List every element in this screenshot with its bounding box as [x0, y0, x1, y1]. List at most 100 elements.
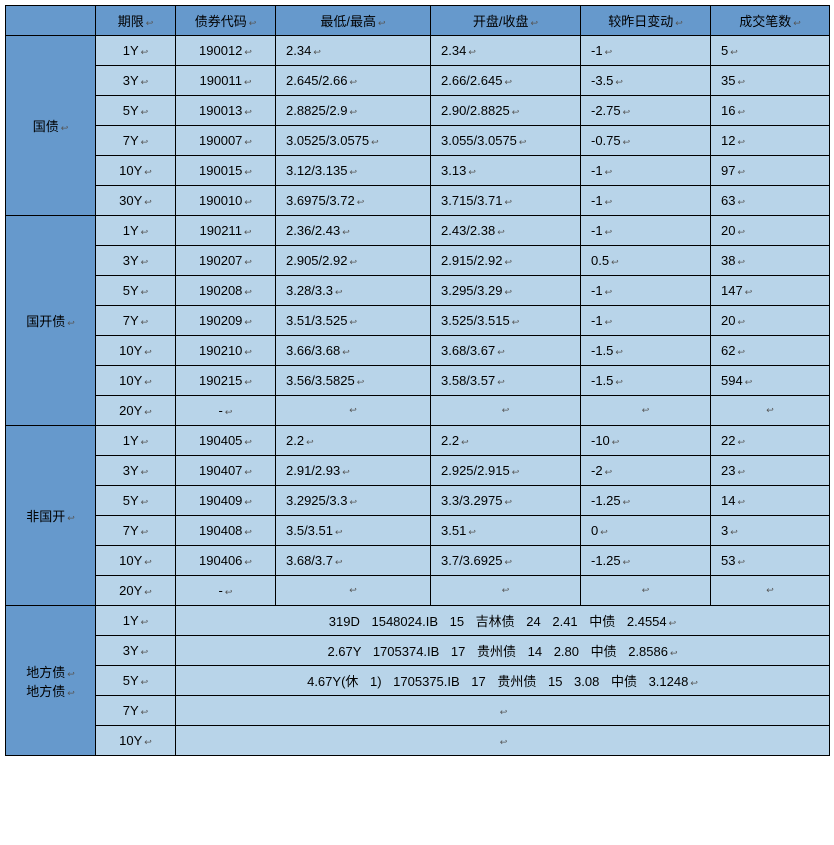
change-cell: -1↩ [581, 306, 711, 336]
term-cell: 10Y↩ [96, 336, 176, 366]
merged-info-cell: 319D 1548024.IB 15 吉林债 24 2.41 中债 2.4554… [176, 606, 830, 636]
change-cell: 0.5↩ [581, 246, 711, 276]
trades-cell: 22↩ [711, 426, 830, 456]
term-cell: 20Y↩ [96, 576, 176, 606]
header-cell: 最低/最高↩ [276, 6, 431, 36]
trades-cell: 147↩ [711, 276, 830, 306]
term-cell: 7Y↩ [96, 696, 176, 726]
open-close-cell: 3.295/3.29↩ [431, 276, 581, 306]
open-close-cell: 3.055/3.0575↩ [431, 126, 581, 156]
low-high-cell: 2.8825/2.9↩ [276, 96, 431, 126]
code-cell: 190015↩ [176, 156, 276, 186]
table-row: 5Y↩4.67Y(休 1) 1705375.IB 17 贵州债 15 3.08 … [6, 666, 830, 696]
trades-cell: 53↩ [711, 546, 830, 576]
table-row: 7Y↩190408↩3.5/3.51↩3.51↩0↩3↩ [6, 516, 830, 546]
term-cell: 30Y↩ [96, 186, 176, 216]
category-cell: 地方债↩地方债↩ [6, 606, 96, 756]
trades-cell: ↩ [711, 396, 830, 426]
merged-info-cell: 4.67Y(休 1) 1705375.IB 17 贵州债 15 3.08 中债 … [176, 666, 830, 696]
open-close-cell: 2.2↩ [431, 426, 581, 456]
trades-cell: 16↩ [711, 96, 830, 126]
code-cell: -↩ [176, 396, 276, 426]
change-cell: -10↩ [581, 426, 711, 456]
term-cell: 20Y↩ [96, 396, 176, 426]
low-high-cell: 2.2↩ [276, 426, 431, 456]
merged-info-cell: 2.67Y 1705374.IB 17 贵州债 14 2.80 中债 2.858… [176, 636, 830, 666]
table-row: 3Y↩190011↩2.645/2.66↩2.66/2.645↩-3.5↩35↩ [6, 66, 830, 96]
code-cell: 190211↩ [176, 216, 276, 246]
bond-table: 期限↩债券代码↩最低/最高↩开盘/收盘↩较昨日变动↩成交笔数↩ 国债↩1Y↩19… [5, 5, 830, 756]
code-cell: 190405↩ [176, 426, 276, 456]
term-cell: 1Y↩ [96, 36, 176, 66]
trades-cell: 62↩ [711, 336, 830, 366]
trades-cell: 14↩ [711, 486, 830, 516]
low-high-cell: 3.68/3.7↩ [276, 546, 431, 576]
open-close-cell: 3.715/3.71↩ [431, 186, 581, 216]
table-row: 7Y↩190209↩3.51/3.525↩3.525/3.515↩-1↩20↩ [6, 306, 830, 336]
open-close-cell: 3.58/3.57↩ [431, 366, 581, 396]
trades-cell: 38↩ [711, 246, 830, 276]
term-cell: 5Y↩ [96, 276, 176, 306]
term-cell: 10Y↩ [96, 156, 176, 186]
header-cell: 期限↩ [96, 6, 176, 36]
code-cell: 190007↩ [176, 126, 276, 156]
trades-cell: 23↩ [711, 456, 830, 486]
trades-cell: 5↩ [711, 36, 830, 66]
code-cell: 190010↩ [176, 186, 276, 216]
change-cell: -1↩ [581, 216, 711, 246]
category-cell: 国开债↩ [6, 216, 96, 426]
header-cell: 开盘/收盘↩ [431, 6, 581, 36]
term-cell: 3Y↩ [96, 66, 176, 96]
table-body: 国债↩1Y↩190012↩2.34↩2.34↩-1↩5↩3Y↩190011↩2.… [6, 36, 830, 756]
code-cell: 190011↩ [176, 66, 276, 96]
low-high-cell: 2.91/2.93↩ [276, 456, 431, 486]
term-cell: 10Y↩ [96, 366, 176, 396]
term-cell: 5Y↩ [96, 666, 176, 696]
open-close-cell: 2.90/2.8825↩ [431, 96, 581, 126]
low-high-cell: 3.6975/3.72↩ [276, 186, 431, 216]
open-close-cell: 3.7/3.6925↩ [431, 546, 581, 576]
code-cell: 190012↩ [176, 36, 276, 66]
header-blank [6, 6, 96, 36]
low-high-cell: 3.0525/3.0575↩ [276, 126, 431, 156]
table-row: 30Y↩190010↩3.6975/3.72↩3.715/3.71↩-1↩63↩ [6, 186, 830, 216]
table-row: 5Y↩190208↩3.28/3.3↩3.295/3.29↩-1↩147↩ [6, 276, 830, 306]
change-cell: -1.25↩ [581, 486, 711, 516]
low-high-cell: 3.28/3.3↩ [276, 276, 431, 306]
open-close-cell: ↩ [431, 576, 581, 606]
change-cell: ↩ [581, 396, 711, 426]
merged-info-cell: ↩ [176, 726, 830, 756]
term-cell: 7Y↩ [96, 126, 176, 156]
code-cell: -↩ [176, 576, 276, 606]
header-cell: 较昨日变动↩ [581, 6, 711, 36]
table-row: 5Y↩190409↩3.2925/3.3↩3.3/3.2975↩-1.25↩14… [6, 486, 830, 516]
table-row: 3Y↩190207↩2.905/2.92↩2.915/2.92↩0.5↩38↩ [6, 246, 830, 276]
trades-cell: 20↩ [711, 216, 830, 246]
trades-cell: 97↩ [711, 156, 830, 186]
change-cell: -2↩ [581, 456, 711, 486]
table-head: 期限↩债券代码↩最低/最高↩开盘/收盘↩较昨日变动↩成交笔数↩ [6, 6, 830, 36]
code-cell: 190207↩ [176, 246, 276, 276]
low-high-cell: ↩ [276, 576, 431, 606]
code-cell: 190208↩ [176, 276, 276, 306]
merged-info-cell: ↩ [176, 696, 830, 726]
table-row: 3Y↩2.67Y 1705374.IB 17 贵州债 14 2.80 中债 2.… [6, 636, 830, 666]
low-high-cell: 3.5/3.51↩ [276, 516, 431, 546]
trades-cell: 63↩ [711, 186, 830, 216]
term-cell: 7Y↩ [96, 306, 176, 336]
term-cell: 10Y↩ [96, 726, 176, 756]
table-row: 10Y↩↩ [6, 726, 830, 756]
term-cell: 5Y↩ [96, 486, 176, 516]
open-close-cell: ↩ [431, 396, 581, 426]
open-close-cell: 2.34↩ [431, 36, 581, 66]
table-row: 10Y↩190015↩3.12/3.135↩3.13↩-1↩97↩ [6, 156, 830, 186]
open-close-cell: 2.43/2.38↩ [431, 216, 581, 246]
term-cell: 7Y↩ [96, 516, 176, 546]
table-row: 10Y↩190210↩3.66/3.68↩3.68/3.67↩-1.5↩62↩ [6, 336, 830, 366]
low-high-cell: 2.905/2.92↩ [276, 246, 431, 276]
table-row: 20Y↩-↩↩↩↩↩ [6, 396, 830, 426]
table-row: 地方债↩地方债↩1Y↩319D 1548024.IB 15 吉林债 24 2.4… [6, 606, 830, 636]
change-cell: -1.5↩ [581, 366, 711, 396]
table-row: 7Y↩190007↩3.0525/3.0575↩3.055/3.0575↩-0.… [6, 126, 830, 156]
open-close-cell: 3.68/3.67↩ [431, 336, 581, 366]
